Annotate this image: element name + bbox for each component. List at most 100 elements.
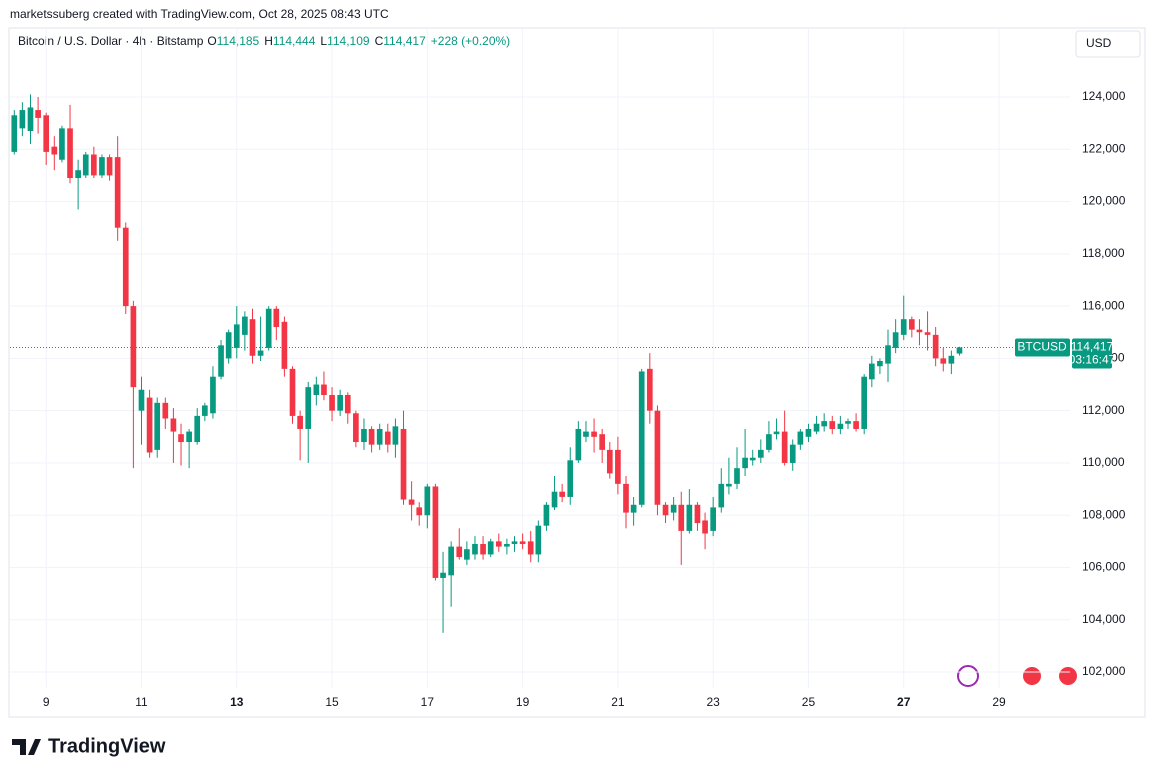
candle-body xyxy=(225,332,232,359)
candle-body xyxy=(82,154,89,176)
price-box xyxy=(1072,338,1112,369)
candle-body xyxy=(456,546,463,558)
candle-body xyxy=(392,426,399,445)
currency-box[interactable] xyxy=(1075,30,1141,58)
candle-body xyxy=(329,394,335,411)
candle-body xyxy=(638,371,645,505)
candle-body xyxy=(686,504,693,531)
candle-body xyxy=(623,483,629,513)
candle-body xyxy=(432,486,439,578)
candle-body xyxy=(313,384,320,395)
flag-icon[interactable] xyxy=(1057,665,1079,687)
legend-value: 114,444 xyxy=(273,34,316,48)
candle-body xyxy=(829,421,836,429)
candle-body xyxy=(567,460,574,497)
candle-body xyxy=(734,468,740,484)
candle-body xyxy=(305,387,312,429)
candle-body xyxy=(892,332,899,348)
candle-body xyxy=(400,428,407,500)
candle-body xyxy=(337,394,343,411)
candle-body xyxy=(162,402,169,419)
legend-key: L xyxy=(320,34,327,48)
y-tick-label: 106,000 xyxy=(1082,560,1126,574)
candle-body xyxy=(75,170,81,179)
x-tick-label: 27 xyxy=(897,695,911,709)
candle-body xyxy=(559,491,565,497)
candle-body xyxy=(19,110,26,129)
candle-body xyxy=(408,499,415,505)
event-icon[interactable] xyxy=(957,665,979,687)
chart-frame xyxy=(8,27,1146,718)
candle-body xyxy=(678,504,685,531)
x-tick-label: 13 xyxy=(230,695,244,709)
candle-body xyxy=(718,483,725,508)
logo: TradingView xyxy=(12,735,166,757)
candle-body xyxy=(710,507,717,531)
candle-body xyxy=(662,504,669,516)
candle-body xyxy=(480,543,486,555)
y-tick-label: 104,000 xyxy=(1082,612,1126,626)
currency: USD xyxy=(1086,36,1112,50)
candle-body xyxy=(551,491,558,508)
candle-body xyxy=(813,423,820,432)
candle-body xyxy=(35,110,41,118)
candle-body xyxy=(908,319,915,330)
candle-body xyxy=(344,394,351,414)
candle-body xyxy=(940,358,947,364)
candle-body xyxy=(416,507,423,516)
candle-body xyxy=(599,434,606,450)
candle-body xyxy=(99,157,105,176)
candle-body xyxy=(511,541,518,544)
candle-body xyxy=(900,319,907,335)
candle-body xyxy=(170,418,177,432)
candle-body xyxy=(615,449,621,484)
x-tick-label: 29 xyxy=(992,695,1006,709)
chart-title: Bitcoin / U.S. Dollar · 4h · Bitstamp xyxy=(18,34,204,48)
x-tick-label: 23 xyxy=(706,695,720,709)
candle-body xyxy=(130,306,137,388)
candle-body xyxy=(289,368,296,416)
candle-body xyxy=(106,157,113,176)
x-tick-label: 17 xyxy=(421,695,435,709)
y-tick-label: 120,000 xyxy=(1082,194,1126,208)
attribution: marketssuberg created with TradingView.c… xyxy=(10,7,389,21)
candle-body xyxy=(742,457,748,469)
candle-body xyxy=(321,384,327,395)
candle-body xyxy=(845,421,851,424)
candle-body xyxy=(178,434,184,443)
candle-body xyxy=(885,345,891,364)
candle-body xyxy=(757,449,764,458)
candle-body xyxy=(194,415,201,443)
y-tick-label: 118,000 xyxy=(1082,246,1125,260)
x-tick-label: 15 xyxy=(325,695,339,709)
candle-body xyxy=(606,449,613,474)
candle-body xyxy=(702,520,708,534)
y-tick-label: 112,000 xyxy=(1082,403,1125,417)
candle-body xyxy=(861,376,868,429)
candle-body xyxy=(853,421,859,429)
candle-body xyxy=(766,434,772,450)
candle-body xyxy=(186,431,192,443)
candle-body xyxy=(154,402,161,450)
candle-body xyxy=(868,363,875,380)
candle-body xyxy=(218,345,224,377)
candle-body xyxy=(956,347,963,354)
candle-body xyxy=(27,107,34,131)
candle-body xyxy=(472,543,478,555)
candle-body xyxy=(464,549,470,560)
y-tick-label: 124,000 xyxy=(1082,89,1126,103)
flag-icon[interactable] xyxy=(1021,665,1043,687)
candle-body xyxy=(805,428,812,437)
candle-body xyxy=(249,319,256,356)
candle-body xyxy=(591,431,597,437)
candle-body xyxy=(487,541,494,555)
x-tick-label: 21 xyxy=(611,695,625,709)
candle-body xyxy=(789,444,796,463)
candle-body xyxy=(297,415,303,429)
candle-body xyxy=(543,504,550,526)
symbol-label: BTCUSD xyxy=(1017,340,1067,354)
legend-key: C xyxy=(375,34,384,48)
candle-body xyxy=(146,397,153,453)
candle-body xyxy=(821,421,828,427)
x-tick-label: 19 xyxy=(516,695,530,709)
